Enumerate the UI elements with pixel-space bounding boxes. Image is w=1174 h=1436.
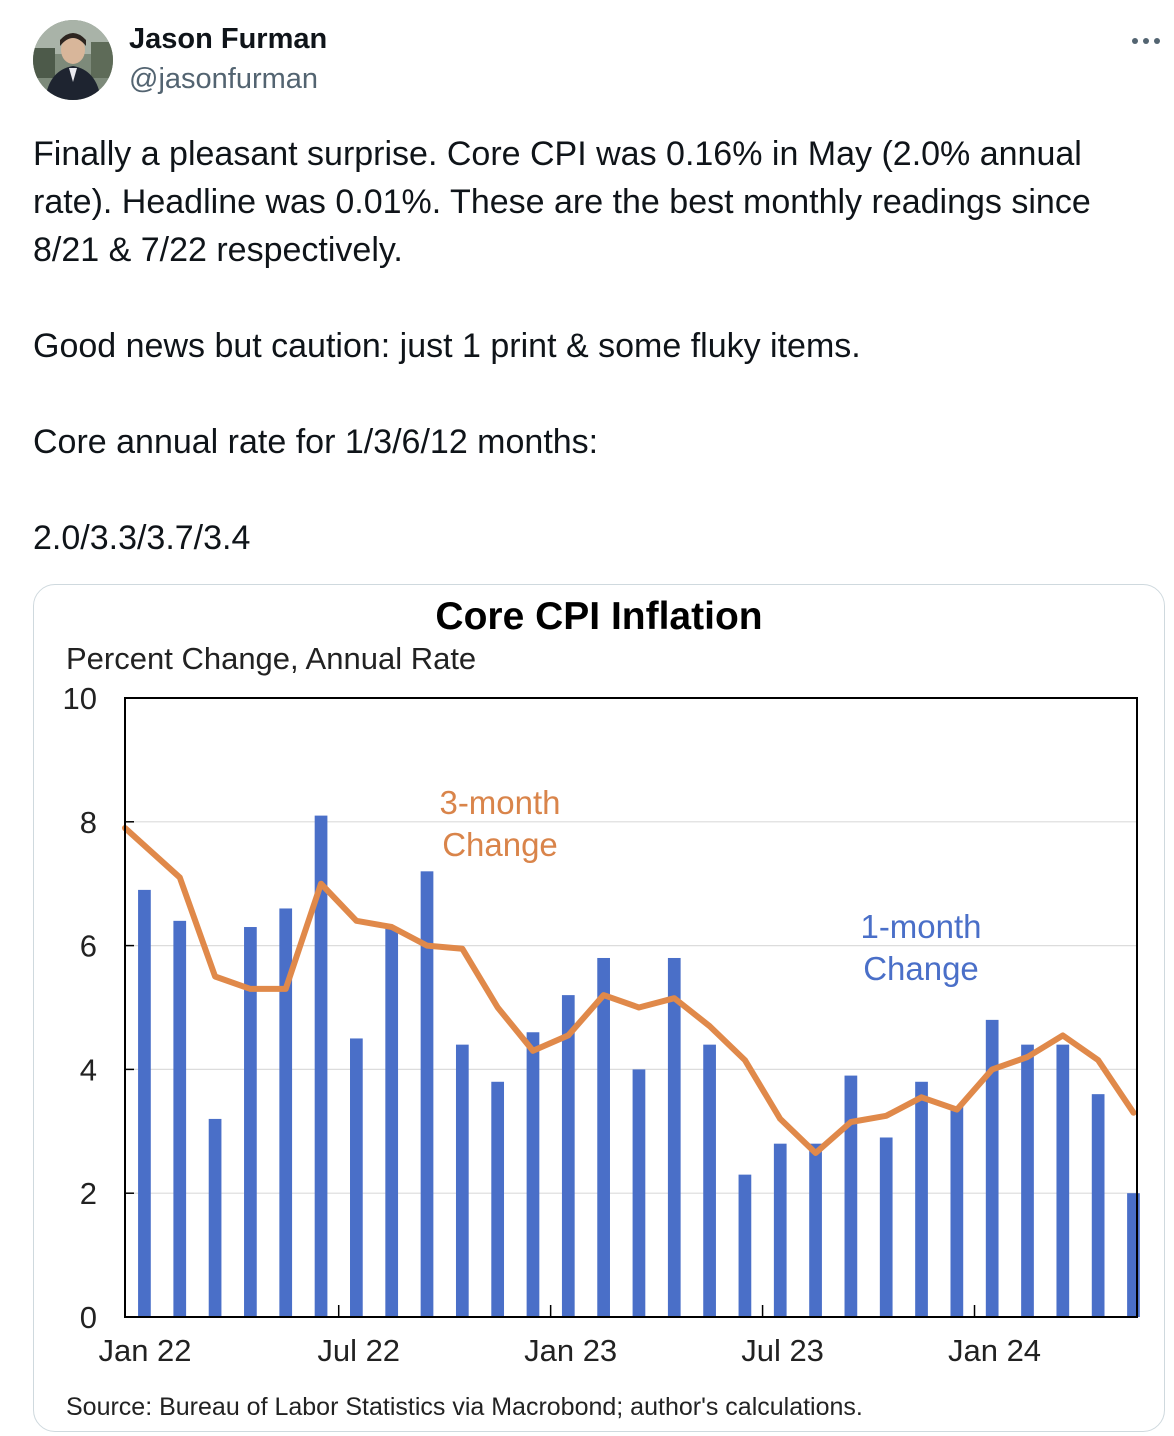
bar-1-month (632, 1069, 646, 1317)
x-tick-label: Jan 22 (98, 1333, 191, 1368)
bar-1-month (809, 1143, 822, 1317)
bar-1-month (244, 927, 257, 1317)
chart-ylabel: Percent Change, Annual Rate (66, 641, 476, 676)
y-tick-label: 10 (63, 681, 97, 716)
y-tick-label: 4 (80, 1052, 97, 1087)
bar-1-month (1056, 1044, 1070, 1317)
annotation-3-month-change: Change (442, 826, 558, 863)
bar-1-month (455, 1044, 469, 1317)
y-tick-label: 2 (80, 1176, 97, 1211)
bar-1-month (597, 957, 610, 1317)
chart-title: Core CPI Inflation (435, 595, 762, 638)
bar-1-month (1021, 1044, 1034, 1317)
line-3-month (122, 825, 1137, 1156)
bar-1-month (385, 927, 399, 1317)
profile-photo (33, 20, 113, 100)
author-handle[interactable]: @jasonfurman (129, 63, 319, 95)
bar-1-month (526, 1032, 540, 1317)
bar-1-month (491, 1081, 505, 1317)
bar-1-month (279, 908, 293, 1317)
attached-chart-image[interactable]: Core CPI Inflation Percent Change, Annua… (33, 584, 1165, 1432)
bar-1-month (138, 889, 151, 1317)
tweet-paragraph: 2.0/3.3/3.7/3.4 (33, 519, 251, 557)
bar-1-month (915, 1081, 928, 1317)
bar-1-month (985, 1019, 999, 1317)
tweet-paragraph: Core annual rate for 1/3/6/12 months: (33, 423, 599, 461)
more-options-icon[interactable] (1128, 26, 1164, 56)
tweet-line: rate). Headline was 0.01%. These are the… (33, 183, 1091, 221)
bar-1-month (773, 1143, 787, 1317)
chart-source: Source: Bureau of Labor Statistics via M… (66, 1393, 863, 1421)
annotation-3-month: 3-month (439, 784, 560, 821)
x-tick-label: Jan 23 (524, 1333, 617, 1368)
author-name[interactable]: Jason Furman (129, 23, 328, 55)
bar-1-month (667, 957, 681, 1317)
y-tick-label: 0 (80, 1300, 97, 1335)
bar-1-month (314, 815, 328, 1317)
annotation-1-month: 1-month (860, 908, 981, 945)
x-tick-label: Jul 22 (317, 1333, 400, 1368)
tweet-text: Finally a pleasant surprise. Core CPI wa… (33, 130, 1143, 562)
bar-1-month (208, 1118, 222, 1317)
y-tick-label: 8 (80, 805, 97, 840)
bar-1-month (738, 1174, 752, 1317)
core-cpi-chart: Core CPI Inflation Percent Change, Annua… (63, 595, 1140, 1421)
bar-1-month (420, 871, 434, 1317)
tweet-paragraph: Good news but caution: just 1 print & so… (33, 327, 861, 365)
x-tick-label: Jul 23 (741, 1333, 824, 1368)
bar-1-month (950, 1106, 964, 1317)
bar-1-month (1091, 1094, 1105, 1317)
bar-1-month (844, 1075, 858, 1317)
bar-1-month (350, 1038, 363, 1317)
bar-1-month (561, 995, 575, 1317)
x-tick-label: Jan 24 (948, 1333, 1041, 1368)
bar-1-month (173, 920, 187, 1317)
avatar[interactable] (33, 20, 113, 100)
tweet-line: 8/21 & 7/22 respectively. (33, 231, 403, 269)
annotation-1-month-change: Change (863, 950, 979, 987)
plot-frame (124, 697, 1138, 1318)
y-tick-label: 6 (80, 929, 97, 964)
bar-1-month (703, 1044, 716, 1317)
tweet-line: Finally a pleasant surprise. Core CPI wa… (33, 135, 1082, 173)
bar-1-month (879, 1137, 893, 1317)
